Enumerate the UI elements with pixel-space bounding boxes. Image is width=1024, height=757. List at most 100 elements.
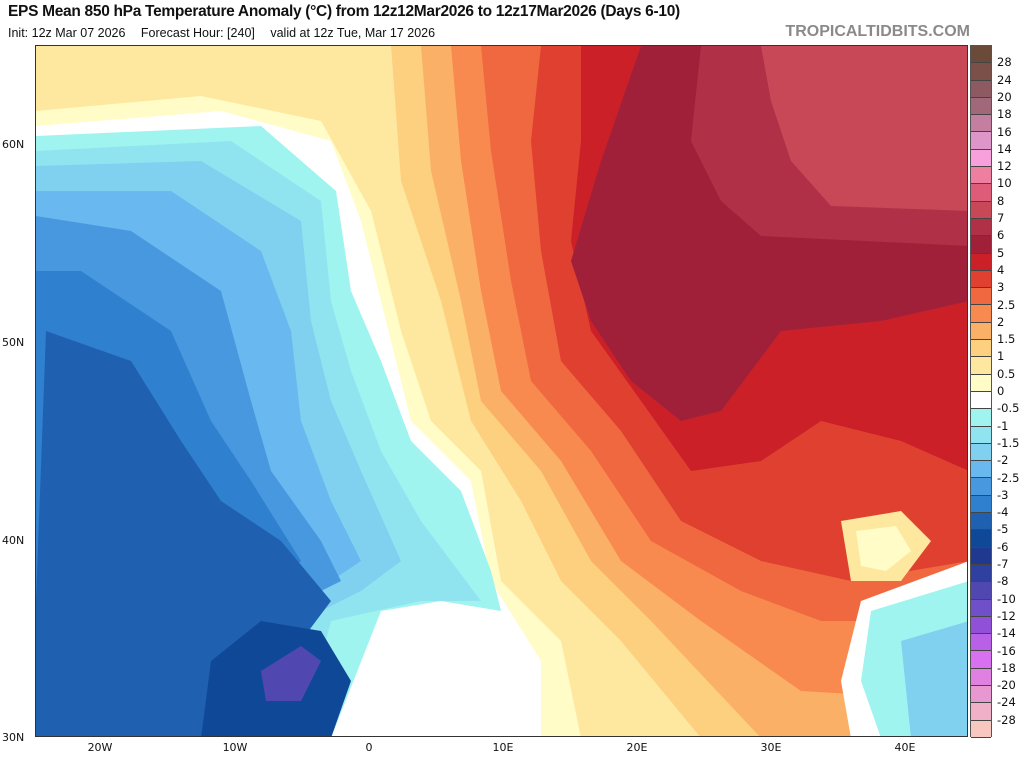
- colorbar-bin: [971, 651, 991, 669]
- map-title: EPS Mean 850 hPa Temperature Anomaly (°C…: [8, 3, 680, 20]
- colorbar-label: 24: [997, 72, 1012, 87]
- colorbar-label: 28: [997, 55, 1012, 70]
- colorbar-bin: [971, 582, 991, 600]
- colorbar-label: 3: [997, 280, 1005, 295]
- colorbar-bin: [971, 426, 991, 444]
- colorbar-bin: [971, 288, 991, 306]
- colorbar-label: -10: [997, 591, 1016, 606]
- colorbar-label: -2.5: [997, 470, 1020, 485]
- colorbar-bin: [971, 132, 991, 150]
- colorbar-bin: [971, 115, 991, 133]
- colorbar-label: 1: [997, 349, 1005, 364]
- colorbar-label: 1.5: [997, 332, 1016, 347]
- colorbar-bin: [971, 97, 991, 116]
- colorbar-bin: [971, 167, 991, 185]
- colorbar-bin: [971, 599, 991, 617]
- warm-anomaly-layers: [391, 46, 967, 736]
- colorbar-bin: [971, 634, 991, 652]
- lat-label-50n: 50N: [2, 336, 25, 349]
- colorbar-bin: [971, 357, 991, 375]
- colorbar-label: -28: [997, 712, 1016, 727]
- colorbar-label: 2.5: [997, 297, 1016, 312]
- colorbar-label: 4: [997, 262, 1005, 277]
- colorbar-label: 10: [997, 176, 1012, 191]
- colorbar-label: -20: [997, 678, 1016, 693]
- colorbar-label: 12: [997, 159, 1012, 174]
- colorbar-bin: [971, 547, 991, 565]
- colorbar-label: -1: [997, 418, 1009, 433]
- lon-label-10e: 10E: [492, 741, 514, 754]
- colorbar-label: 7: [997, 211, 1005, 225]
- colorbar-label: 14: [997, 141, 1012, 156]
- colorbar-bin: [971, 322, 991, 341]
- colorbar-bin: [971, 616, 991, 635]
- colorbar-bin: [971, 236, 991, 254]
- lon-label-20e: 20E: [626, 741, 648, 754]
- colorbar-bin: [971, 513, 991, 531]
- colorbar-label: 6: [997, 228, 1005, 243]
- colorbar-bin: [971, 703, 991, 721]
- colorbar-label: -8: [997, 574, 1009, 589]
- colorbar-label: -3: [997, 487, 1009, 502]
- colorbar-bin: [971, 564, 991, 583]
- lon-label-40e: 40E: [894, 741, 916, 754]
- colorbar-bin: [971, 391, 991, 410]
- colorbar-bin: [971, 253, 991, 271]
- colorbar: [970, 45, 992, 738]
- anomaly-map: [35, 45, 968, 737]
- colorbar-bin: [971, 184, 991, 202]
- init-time: Init: 12z Mar 07 2026: [8, 26, 126, 40]
- colorbar-bin: [971, 685, 991, 704]
- colorbar-label: -6: [997, 539, 1009, 554]
- colorbar-bin: [971, 495, 991, 514]
- lon-label-30e: 30E: [760, 741, 782, 754]
- valid-time: valid at 12z Tue, Mar 17 2026: [270, 26, 436, 40]
- colorbar-bin: [971, 478, 991, 496]
- colorbar-bin: [971, 201, 991, 219]
- colorbar-label: -4: [997, 505, 1009, 520]
- colorbar-label: 2: [997, 314, 1005, 329]
- colorbar-label: 0: [997, 384, 1005, 398]
- colorbar-bin: [971, 374, 991, 392]
- colorbar-bin: [971, 461, 991, 479]
- colorbar-label: 8: [997, 193, 1005, 208]
- colorbar-bin: [971, 46, 991, 64]
- colorbar-bin: [971, 530, 991, 548]
- colorbar-label: 0.5: [997, 366, 1016, 381]
- colorbar-label: -5: [997, 522, 1009, 537]
- brand-watermark: TROPICALTIDBITS.COM: [785, 23, 970, 40]
- lat-label-30n: 30N: [2, 731, 25, 744]
- forecast-hour: Forecast Hour: [240]: [140, 26, 255, 40]
- colorbar-label: -2: [997, 453, 1009, 468]
- colorbar-label: -14: [997, 626, 1016, 641]
- colorbar-bin: [971, 409, 991, 427]
- colorbar-label: 16: [997, 124, 1012, 139]
- colorbar-label: -24: [997, 695, 1016, 710]
- colorbar-bin: [971, 720, 991, 738]
- colorbar-bin: [971, 668, 991, 686]
- colorbar-label: -0.5: [997, 401, 1020, 416]
- colorbar-bin: [971, 149, 991, 168]
- colorbar-label: 18: [997, 107, 1012, 122]
- colorbar-label: -7: [997, 557, 1009, 571]
- cold-anomaly-layers: [36, 96, 581, 736]
- lat-label-40n: 40N: [2, 534, 25, 547]
- colorbar-bin: [971, 80, 991, 98]
- colorbar-bin: [971, 270, 991, 289]
- colorbar-bin: [971, 443, 991, 462]
- lon-label-10w: 10W: [222, 741, 248, 754]
- colorbar-label: -12: [997, 608, 1016, 623]
- lon-label-0: 0: [365, 741, 373, 754]
- lon-label-20w: 20W: [87, 741, 113, 754]
- colorbar-bin: [971, 218, 991, 237]
- lat-label-60n: 60N: [2, 138, 25, 151]
- colorbar-label: 20: [997, 89, 1012, 104]
- colorbar-label: -1.5: [997, 435, 1020, 450]
- colorbar-bin: [971, 305, 991, 323]
- map-subtitle: Init: 12z Mar 07 2026 Forecast Hour: [24…: [8, 26, 447, 40]
- colorbar-label: -16: [997, 643, 1016, 658]
- anomaly-field: [36, 46, 967, 736]
- colorbar-label: 5: [997, 245, 1005, 260]
- colorbar-label: -18: [997, 660, 1016, 675]
- colorbar-bin: [971, 340, 991, 358]
